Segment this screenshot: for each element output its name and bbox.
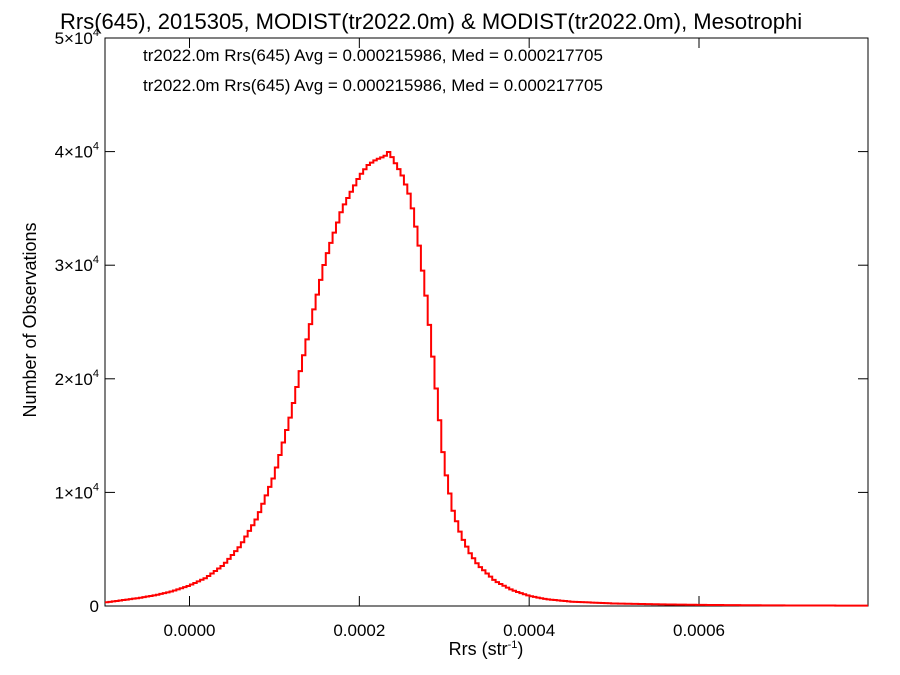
chart-title: Rrs(645), 2015305, MODIST(tr2022.0m) & M…: [60, 9, 802, 34]
y-tick-label: 5×104: [55, 27, 99, 48]
y-tick-label: 0: [90, 597, 99, 616]
annotation-black: tr2022.0m Rrs(645) Avg = 0.000215986, Me…: [143, 46, 603, 65]
y-tick-label: 2×104: [55, 368, 99, 389]
y-tick-label: 1×104: [55, 481, 99, 502]
histogram-series-line: [105, 151, 868, 607]
x-tick-label: 0.0006: [673, 621, 725, 640]
annotation-red: tr2022.0m Rrs(645) Avg = 0.000215986, Me…: [143, 76, 603, 95]
y-tick-label: 4×104: [55, 141, 99, 162]
x-tick-label: 0.0004: [503, 621, 555, 640]
plot-frame: [104, 37, 869, 607]
x-tick-label: 0.0000: [163, 621, 215, 640]
y-axis-label: Number of Observations: [20, 222, 40, 417]
x-axis-label: Rrs (str-1): [449, 639, 524, 659]
y-tick-label: 3×104: [55, 254, 99, 275]
x-tick-label: 0.0002: [333, 621, 385, 640]
x-axis-ticks: 0.0000 0.0002 0.0004 0.0006: [163, 38, 725, 640]
y-axis-ticks: 0 1×104 2×104 3×104 4×104 5×104: [55, 27, 868, 616]
